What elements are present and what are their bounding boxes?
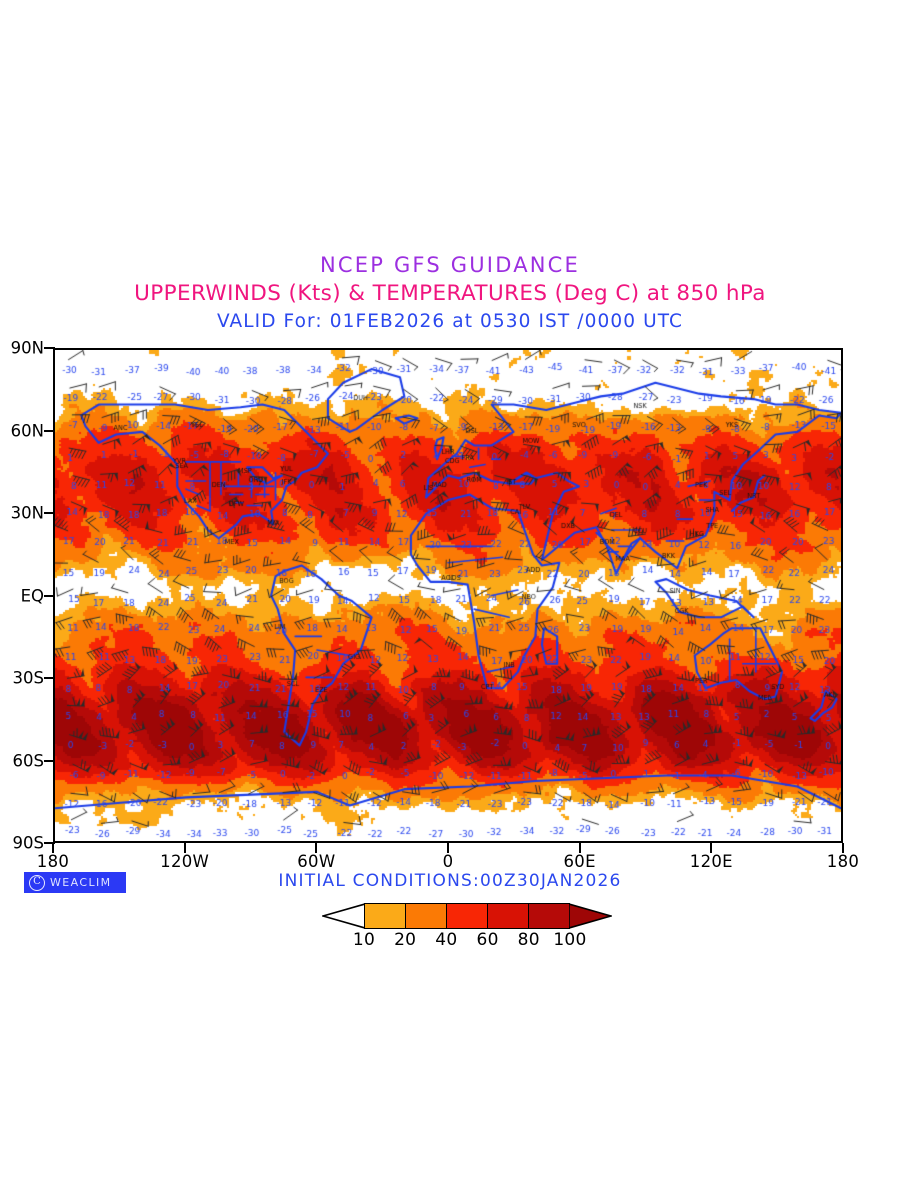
x-tick-label: 180: [826, 852, 860, 871]
title-line-1: NCEP GFS GUIDANCE: [319, 253, 580, 277]
y-tick-mark: [44, 512, 55, 514]
colorbar-band: [488, 904, 529, 928]
x-tick-label: 120E: [689, 852, 733, 871]
x-tick-label: 180: [36, 852, 70, 871]
x-tick-mark: [710, 843, 713, 853]
x-tick-label: 60E: [563, 852, 596, 871]
initial-conditions-label: INITIAL CONDITIONS:00Z30JAN2026: [278, 871, 622, 891]
x-tick-mark: [183, 843, 186, 853]
y-tick-mark: [44, 429, 55, 432]
colorbar-tick: 40: [435, 930, 458, 950]
colorbar-band: [529, 904, 569, 928]
colorbar-tick-labels: 10 20 40 60 80 100: [322, 930, 612, 952]
y-tick-mark: [44, 677, 55, 679]
y-tick-mark: [44, 842, 55, 844]
weaclim-badge[interactable]: C WEACLIM: [24, 872, 126, 893]
x-tick-mark: [578, 843, 581, 853]
y-tick-label: 60N: [10, 421, 44, 440]
y-tick-label: 30S: [12, 668, 44, 688]
weaclim-badge-label: WEACLIM: [50, 876, 112, 889]
colorbar-arrow-high: [569, 903, 612, 929]
y-tick-label: 60S: [12, 751, 44, 770]
x-tick-mark: [842, 843, 844, 853]
y-tick-mark: [44, 759, 55, 762]
x-tick-mark: [447, 843, 449, 853]
x-tick-mark: [315, 843, 318, 853]
colorbar-band: [447, 904, 488, 928]
title-line-3-valid-time: VALID For: 01FEB2026 at 0530 IST /0000 U…: [216, 311, 684, 332]
colorbar-tick: 20: [394, 930, 417, 950]
y-tick-label: 90S: [12, 833, 44, 853]
colorbar-arrow-low: [322, 903, 365, 929]
map-plot-area[interactable]: [53, 348, 843, 843]
y-tick-label: 30N: [10, 503, 44, 523]
colorbar-tick: 100: [553, 930, 587, 950]
title-line-2: UPPERWINDS (Kts) & TEMPERATURES (Deg C) …: [134, 281, 766, 306]
colorbar-tick: 10: [352, 930, 376, 950]
x-tick-label: 60W: [297, 852, 336, 871]
y-tick-label: 90N: [10, 338, 44, 358]
colorbar-tick: 60: [476, 930, 499, 950]
title-block: NCEP GFS GUIDANCE UPPERWINDS (Kts) & TEM…: [0, 252, 900, 335]
x-tick-label: 0: [442, 852, 454, 871]
colorbar-tick: 80: [517, 930, 540, 950]
colorbar-band: [406, 904, 447, 928]
y-tick-label: EQ: [20, 586, 44, 605]
copyright-icon: C: [29, 874, 45, 891]
colorbar-band: [365, 904, 406, 928]
colorbar-bands: [364, 903, 570, 929]
weather-map-canvas: [55, 350, 841, 841]
colorbar: 10 20 40 60 80 100: [322, 903, 612, 950]
x-tick-mark: [52, 843, 54, 853]
y-tick-mark: [44, 594, 55, 597]
y-tick-mark: [44, 347, 55, 349]
x-tick-label: 120W: [160, 852, 210, 871]
